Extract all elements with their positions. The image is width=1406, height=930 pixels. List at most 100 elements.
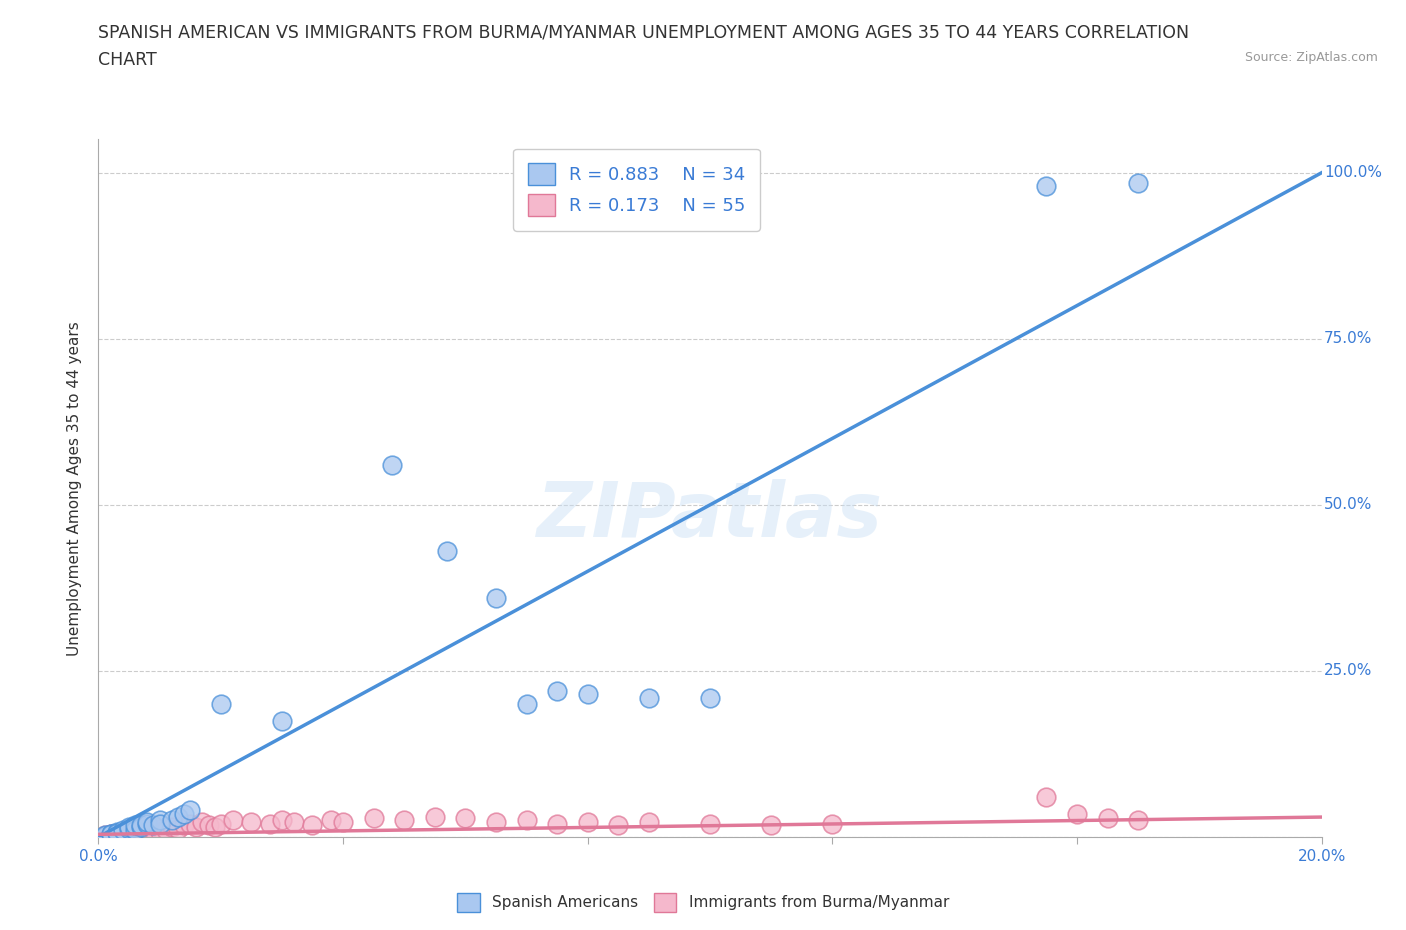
Point <box>167 810 190 825</box>
Point <box>124 823 146 838</box>
Point <box>111 826 134 841</box>
Point <box>240 815 263 830</box>
Point <box>129 819 152 834</box>
Point <box>209 697 232 711</box>
Point <box>516 813 538 828</box>
Point <box>576 815 599 830</box>
Y-axis label: Unemployment Among Ages 35 to 44 years: Unemployment Among Ages 35 to 44 years <box>67 321 83 656</box>
Point <box>363 811 385 826</box>
Point <box>191 815 214 830</box>
Point <box>1128 175 1150 190</box>
Point <box>607 817 630 832</box>
Point <box>270 813 292 828</box>
Point <box>423 810 446 825</box>
Text: 50.0%: 50.0% <box>1324 498 1372 512</box>
Point <box>436 544 458 559</box>
Point <box>93 829 115 844</box>
Point <box>381 458 404 472</box>
Text: CHART: CHART <box>98 51 157 69</box>
Point <box>699 817 721 831</box>
Point <box>283 815 305 830</box>
Point <box>1097 811 1119 826</box>
Point <box>454 811 477 826</box>
Point <box>105 826 128 841</box>
Point <box>759 817 782 832</box>
Text: 25.0%: 25.0% <box>1324 663 1372 678</box>
Point <box>149 821 172 836</box>
Legend: Spanish Americans, Immigrants from Burma/Myanmar: Spanish Americans, Immigrants from Burma… <box>451 887 955 918</box>
Point <box>576 686 599 701</box>
Text: 75.0%: 75.0% <box>1324 331 1372 346</box>
Point <box>546 817 568 831</box>
Point <box>129 823 152 838</box>
Point <box>100 826 122 841</box>
Point <box>118 825 141 840</box>
Point <box>118 819 141 834</box>
Point <box>209 817 232 831</box>
Point <box>1128 813 1150 828</box>
Point <box>155 823 177 838</box>
Point <box>93 829 115 844</box>
Point <box>392 813 416 828</box>
Point <box>485 591 508 605</box>
Point <box>105 826 128 841</box>
Point <box>485 815 508 830</box>
Point <box>197 817 219 832</box>
Point <box>93 829 115 844</box>
Point <box>179 817 201 831</box>
Point <box>129 817 152 832</box>
Point <box>1035 790 1057 804</box>
Point <box>136 821 159 836</box>
Point <box>124 824 146 839</box>
Point <box>699 690 721 705</box>
Point <box>637 690 661 705</box>
Point <box>149 817 172 831</box>
Point <box>111 827 134 842</box>
Text: Source: ZipAtlas.com: Source: ZipAtlas.com <box>1244 51 1378 64</box>
Point <box>173 817 195 832</box>
Text: 100.0%: 100.0% <box>1324 166 1382 180</box>
Point <box>129 824 152 839</box>
Point <box>1066 806 1088 821</box>
Point <box>821 817 844 831</box>
Point <box>111 823 134 838</box>
Point <box>332 815 354 830</box>
Point <box>136 815 159 830</box>
Point <box>136 824 159 839</box>
Point <box>149 813 172 828</box>
Point <box>259 817 281 831</box>
Point <box>186 819 208 834</box>
Legend: R = 0.883    N = 34, R = 0.173    N = 55: R = 0.883 N = 34, R = 0.173 N = 55 <box>513 149 761 231</box>
Point <box>100 827 122 842</box>
Point <box>167 821 190 836</box>
Point <box>118 821 141 836</box>
Point <box>136 817 159 831</box>
Point <box>204 819 226 834</box>
Point <box>319 813 342 828</box>
Point <box>160 819 183 834</box>
Point <box>516 697 538 711</box>
Point <box>546 684 568 698</box>
Point <box>105 824 128 839</box>
Point <box>93 828 115 843</box>
Point <box>124 826 146 841</box>
Point <box>118 826 141 841</box>
Point <box>270 713 292 728</box>
Point <box>149 824 172 839</box>
Text: ZIPatlas: ZIPatlas <box>537 479 883 553</box>
Point <box>142 817 165 832</box>
Point <box>105 828 128 843</box>
Point <box>160 813 183 828</box>
Point <box>179 803 201 817</box>
Point <box>124 817 146 832</box>
Point <box>1035 179 1057 193</box>
Point <box>100 829 122 844</box>
Point <box>173 806 195 821</box>
Point <box>637 815 661 830</box>
Point <box>100 827 122 842</box>
Point <box>301 817 323 832</box>
Point <box>93 828 115 843</box>
Point <box>142 823 165 838</box>
Point <box>222 813 245 828</box>
Text: SPANISH AMERICAN VS IMMIGRANTS FROM BURMA/MYANMAR UNEMPLOYMENT AMONG AGES 35 TO : SPANISH AMERICAN VS IMMIGRANTS FROM BURM… <box>98 23 1189 41</box>
